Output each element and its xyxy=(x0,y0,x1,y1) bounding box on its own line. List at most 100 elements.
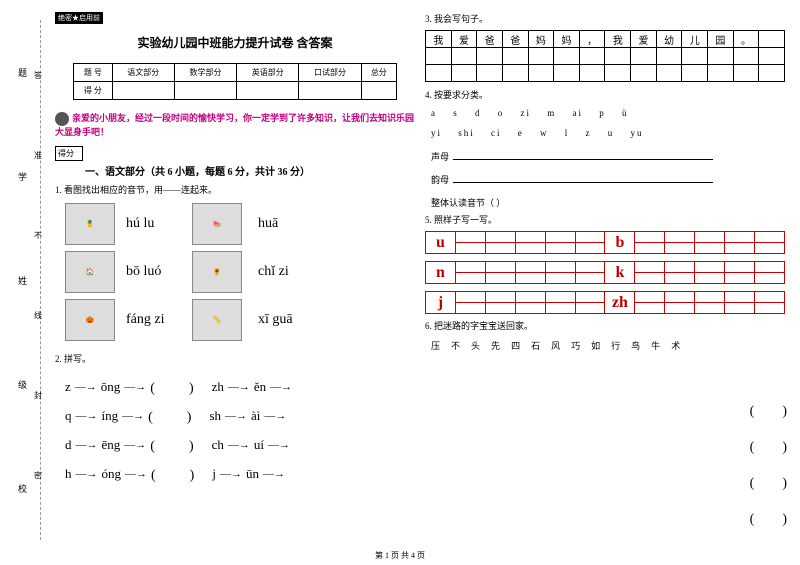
char: 行 xyxy=(611,339,620,352)
model-letter: zh xyxy=(605,292,635,314)
char: 四 xyxy=(511,339,520,352)
image-ruler: 📏 xyxy=(192,299,242,341)
model-letter: b xyxy=(605,232,635,254)
consonant: d xyxy=(65,437,72,453)
cell: 总分 xyxy=(361,64,396,82)
exam-title: 实验幼儿园中班能力提升试卷 含答案 xyxy=(55,34,415,51)
writing-grid-2: nk xyxy=(425,261,785,284)
char: 术 xyxy=(671,339,680,352)
cell xyxy=(237,82,299,100)
arrow-icon: —→ xyxy=(268,439,290,451)
arrow-icon: —→ xyxy=(263,468,285,480)
arrow-icon: —→ xyxy=(228,381,250,393)
arrow-icon: —→ xyxy=(228,439,250,451)
table-row xyxy=(426,48,785,65)
question-1: 1. 看图找出相应的音节，用——连起来。 xyxy=(55,183,415,196)
bind-char: 线 xyxy=(34,310,42,321)
char: 头 xyxy=(471,339,480,352)
vowel: ūn xyxy=(246,466,259,482)
spell-row: h—→ óng—→ ( ) j—→ ūn—→ xyxy=(65,464,415,484)
score-table: 题 号 语文部分 数学部分 英语部分 口试部分 总分 得 分 xyxy=(73,63,397,100)
writing-grid-3: j zh xyxy=(425,291,785,314)
letter-list: yi shi ci e w l z u yu xyxy=(431,128,785,138)
page-footer: 第 1 页 共 4 页 xyxy=(0,550,800,561)
arrow-icon: —→ xyxy=(124,381,146,393)
spelling-rows: z—→ ōng—→ ( ) zh—→ ěn—→ q—→ íng—→ ( ) sh… xyxy=(65,368,415,493)
char: 鸟 xyxy=(631,339,640,352)
binding-line xyxy=(40,20,41,540)
pinyin: fáng zi xyxy=(126,312,186,328)
spell-row: z—→ ōng—→ ( ) zh—→ ěn—→ xyxy=(65,377,415,397)
arrow-icon: —→ xyxy=(270,381,292,393)
bind-char: 准 xyxy=(34,150,42,161)
model-letter: u xyxy=(426,232,456,254)
right-column: 3. 我会写句子。 我 爱 爸 爸 妈 妈 ， 我 爱 幼 儿 园 。 4. 按… xyxy=(425,12,785,545)
char-cell: 爱 xyxy=(631,31,657,48)
char: 风 xyxy=(551,339,560,352)
arrow-icon: —→ xyxy=(125,468,147,480)
char-cell: 园 xyxy=(708,31,734,48)
left-column: 绝密★启用前 实验幼儿园中班能力提升试卷 含答案 题 号 语文部分 数学部分 英… xyxy=(55,12,415,545)
blank: ( ) xyxy=(150,377,195,397)
image-gourd: 🎃 xyxy=(65,299,115,341)
consonant: z xyxy=(65,379,71,395)
cell: 口试部分 xyxy=(299,64,361,82)
table-row: 得 分 xyxy=(74,82,397,100)
bind-char: 不 xyxy=(34,230,42,241)
consonant: h xyxy=(65,466,72,482)
spell-row: q—→ íng—→ ( ) sh—→ àì—→ xyxy=(65,406,415,426)
section-title: 一、语文部分（共 6 小题，每题 6 分，共计 36 分） xyxy=(85,163,415,178)
writing-grid-1: ub xyxy=(425,231,785,254)
score-box: 得分 xyxy=(55,146,83,161)
table-row xyxy=(426,65,785,82)
char: 不 xyxy=(451,339,460,352)
pinyin: chǐ zi xyxy=(258,264,313,280)
vowel: íng xyxy=(102,408,119,424)
char-cell: 幼 xyxy=(656,31,682,48)
side-label: 级 xyxy=(18,378,30,391)
char-cell: 我 xyxy=(426,31,452,48)
cell: 英语部分 xyxy=(237,64,299,82)
char-cell: 妈 xyxy=(554,31,580,48)
vowel: ěn xyxy=(254,379,266,395)
cell xyxy=(299,82,361,100)
bind-char: 密 xyxy=(34,470,42,481)
arrow-icon: —→ xyxy=(76,439,98,451)
char-list: 压 不 头 先 四 石 风 巧 如 行 鸟 牛 术 xyxy=(431,339,785,352)
vowel: óng xyxy=(102,466,122,482)
question-2: 2. 拼写。 xyxy=(55,352,415,365)
char-cell: 爱 xyxy=(451,31,477,48)
image-house: 🏠 xyxy=(65,251,115,293)
image-flower: 🌻 xyxy=(192,251,242,293)
question-3: 3. 我会写句子。 xyxy=(425,12,785,25)
arrow-icon: —→ xyxy=(220,468,242,480)
char: 如 xyxy=(591,339,600,352)
cell xyxy=(174,82,236,100)
vowel: ēng xyxy=(102,437,121,453)
arrow-icon: —→ xyxy=(76,468,98,480)
side-label-column: 题 学 姓 级 校 xyxy=(18,20,30,540)
image-watermelon-slice: 🍉 xyxy=(192,203,242,245)
char-cell: ， xyxy=(579,31,605,48)
intro-body: 亲爱的小朋友，经过一段时间的愉快学习，你一定学到了许多知识，让我们去知识乐园大显… xyxy=(55,113,414,137)
pinyin: bō luó xyxy=(126,264,186,280)
consonant: zh xyxy=(212,379,224,395)
model-letter: k xyxy=(605,262,635,284)
right-paren-col: ( ) ( ) ( ) ( ) xyxy=(750,12,787,528)
blank: ( ) xyxy=(148,406,193,426)
char-cell: 爸 xyxy=(477,31,503,48)
mascot-icon xyxy=(55,112,69,126)
arrow-icon: —→ xyxy=(75,381,97,393)
arrow-icon: —→ xyxy=(124,439,146,451)
side-label: 题 xyxy=(18,66,30,79)
side-label: 校 xyxy=(18,482,30,495)
cell: 语文部分 xyxy=(112,64,174,82)
model-letter: j xyxy=(426,292,456,314)
letter-list: a s d o zi m ai p ü xyxy=(431,108,785,118)
pinyin: huā xyxy=(258,216,313,232)
cell: 得 分 xyxy=(74,82,113,100)
bind-char: 封 xyxy=(34,390,42,401)
char: 压 xyxy=(431,339,440,352)
blank: ( ) xyxy=(150,435,195,455)
category-row: 声母 xyxy=(431,150,785,163)
